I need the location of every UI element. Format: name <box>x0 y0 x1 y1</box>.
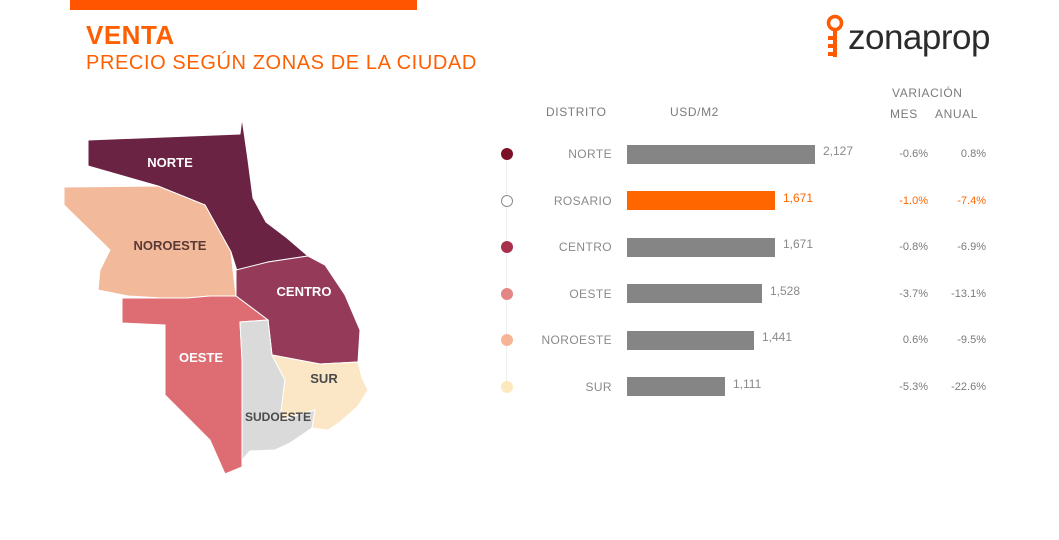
bar-value-label: 1,671 <box>783 191 813 205</box>
bar-noroeste <box>627 331 754 350</box>
top-accent-bar <box>70 0 417 10</box>
page-title: VENTA <box>86 20 175 51</box>
variacion-mes-value: -0.6% <box>870 148 928 160</box>
zone-label-norte: NORTE <box>147 155 193 170</box>
city-map: NORTE NOROESTE CENTRO OESTE SUDOESTE SUR <box>50 110 390 480</box>
bar-centro <box>627 238 775 257</box>
header-variacion: VARIACIÓN <box>892 86 963 100</box>
variacion-anual-value: 0.8% <box>930 148 986 160</box>
variacion-mes-value: 0.6% <box>870 334 928 346</box>
variacion-anual-value: -9.5% <box>930 334 986 346</box>
district-label: NORTE <box>492 147 612 161</box>
bar-norte <box>627 145 815 164</box>
variacion-anual-value: -13.1% <box>930 288 986 300</box>
brand-name: zonaprop <box>848 18 990 58</box>
bar-value-label: 2,127 <box>823 144 853 158</box>
bar-value-label: 1,441 <box>762 330 792 344</box>
zonaprop-key-icon <box>824 14 848 64</box>
zone-label-oeste: OESTE <box>179 350 223 365</box>
district-label: ROSARIO <box>492 194 612 208</box>
district-label: OESTE <box>492 287 612 301</box>
bar-sur <box>627 377 725 396</box>
district-label: SUR <box>492 380 612 394</box>
district-label: CENTRO <box>492 240 612 254</box>
variacion-anual-value: -22.6% <box>930 381 986 393</box>
zone-label-noroeste: NOROESTE <box>134 238 207 253</box>
zonaprop-logo: zonaprop <box>824 14 1024 64</box>
header-usd-m2: USD/M2 <box>670 105 719 119</box>
header-distrito: DISTRITO <box>546 105 607 119</box>
header-mes: MES <box>890 107 918 121</box>
bar-value-label: 1,671 <box>783 237 813 251</box>
variacion-mes-value: -0.8% <box>870 241 928 253</box>
zone-label-sudoeste: SUDOESTE <box>245 410 311 424</box>
bar-value-label: 1,111 <box>733 377 761 391</box>
header-anual: ANUAL <box>935 107 978 121</box>
variacion-mes-value: -5.3% <box>870 381 928 393</box>
variacion-anual-value: -6.9% <box>930 241 986 253</box>
variacion-mes-value: -1.0% <box>870 195 928 207</box>
variacion-anual-value: -7.4% <box>930 195 986 207</box>
zone-label-sur: SUR <box>310 371 338 386</box>
district-label: NOROESTE <box>492 333 612 347</box>
bar-value-label: 1,528 <box>770 284 800 298</box>
page-subtitle: PRECIO SEGÚN ZONAS DE LA CIUDAD <box>86 52 477 75</box>
variacion-mes-value: -3.7% <box>870 288 928 300</box>
zone-label-centro: CENTRO <box>277 284 332 299</box>
bar-oeste <box>627 284 762 303</box>
bar-rosario <box>627 191 775 210</box>
